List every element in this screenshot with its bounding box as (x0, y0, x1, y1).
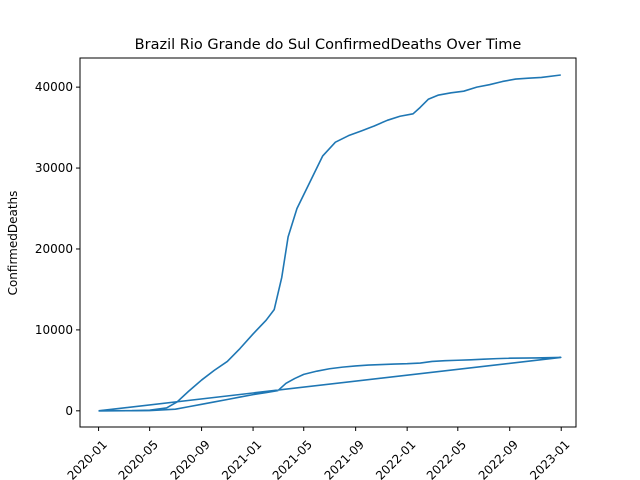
series-line-2 (98, 356, 562, 412)
y-axis: 0 10000 20000 30000 40000 (35, 80, 80, 418)
y-axis-label: ConfirmedDeaths (6, 191, 20, 296)
series-line-1 (98, 74, 561, 412)
y-tick-label: 20000 (35, 242, 73, 256)
plot-frame (79, 57, 577, 428)
y-tick-label: 0 (65, 404, 73, 418)
y-tick-label: 40000 (35, 80, 73, 94)
plot-area (98, 74, 562, 412)
y-tick-label: 10000 (35, 323, 73, 337)
y-tick-label: 30000 (35, 161, 73, 175)
chart-title: Brazil Rio Grande do Sul ConfirmedDeaths… (135, 37, 522, 53)
